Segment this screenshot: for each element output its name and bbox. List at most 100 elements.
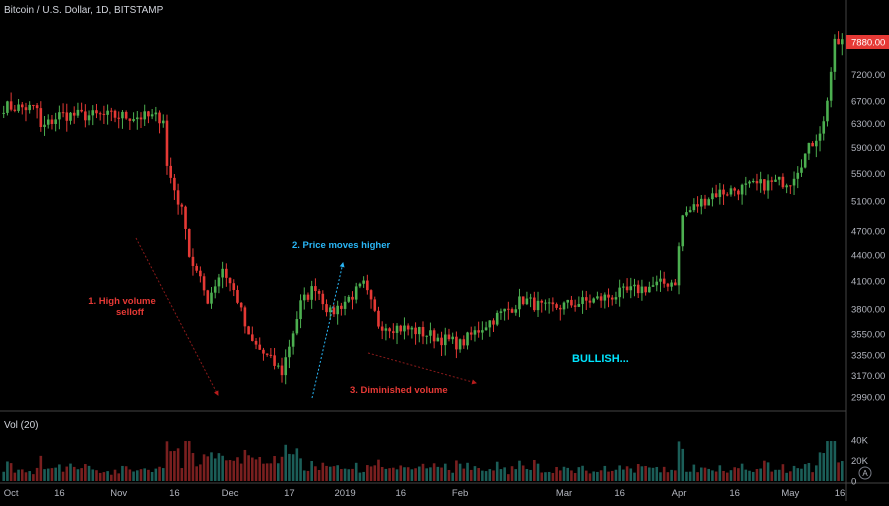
candle	[840, 33, 844, 56]
candle-body	[484, 327, 488, 331]
price-tick-label: 3350.00	[851, 351, 885, 362]
candle	[24, 102, 28, 122]
candle-body	[154, 112, 158, 115]
volume-bar	[213, 458, 217, 481]
candles-layer	[2, 31, 844, 385]
candle	[210, 286, 213, 309]
volume-bar	[462, 468, 466, 481]
candle-body	[325, 304, 328, 313]
candle	[570, 295, 573, 308]
candle-body	[737, 190, 740, 195]
volume-bar	[603, 465, 607, 481]
volume-bar	[466, 462, 469, 481]
candle-body	[388, 328, 391, 332]
candle-body	[488, 320, 492, 328]
candle	[251, 326, 254, 342]
volume-bar	[417, 466, 421, 481]
volume-bar	[310, 461, 313, 481]
volume-bar	[158, 466, 161, 481]
volume-bar	[759, 468, 762, 481]
volume-bar	[525, 469, 529, 481]
candle	[262, 347, 265, 361]
volume-bar	[388, 468, 391, 481]
volume-bar	[39, 455, 43, 481]
candle-body	[581, 297, 584, 304]
candle-body	[699, 198, 703, 207]
candle-body	[161, 120, 165, 124]
candle-body	[458, 339, 462, 350]
candle	[46, 114, 50, 129]
candle	[536, 291, 540, 317]
candle	[629, 277, 633, 299]
volume-bar	[76, 469, 80, 481]
auto-scale-label[interactable]: A	[862, 469, 868, 478]
volume-axis[interactable]: 40K 20K 0	[851, 436, 869, 488]
candle	[406, 323, 410, 336]
candle-body	[76, 109, 80, 116]
candle	[317, 289, 321, 301]
time-tick-label: Oct	[4, 488, 19, 499]
candle	[128, 118, 132, 130]
candle-body	[514, 309, 518, 313]
candle	[269, 348, 273, 359]
candle	[176, 183, 180, 215]
volume-bar	[150, 472, 154, 481]
candle	[555, 302, 558, 310]
candle-body	[618, 287, 621, 298]
candle-body	[429, 330, 432, 336]
candle	[336, 300, 339, 325]
volume-bar	[6, 461, 9, 481]
candle	[711, 187, 714, 207]
annotation-a3: 3. Diminished volume	[350, 385, 448, 396]
candle	[718, 183, 722, 205]
volume-bar	[406, 467, 410, 481]
price-axis[interactable]: 2990.00 3170.00 3350.00 3550.00 3800.00 4100.…	[851, 70, 885, 403]
volume-bar	[258, 456, 262, 481]
volume-bar	[135, 470, 139, 481]
volume-bar	[13, 472, 17, 481]
candle	[384, 323, 388, 341]
candle-body	[336, 305, 339, 315]
volume-bar	[165, 441, 169, 481]
rally-arrow	[311, 262, 345, 399]
candle	[469, 326, 473, 341]
candle-body	[566, 299, 570, 303]
candle-body	[117, 117, 121, 119]
price-tick-label: 5100.00	[851, 196, 885, 207]
candle-body	[558, 307, 562, 310]
volume-bar	[729, 470, 733, 481]
volume-bar	[481, 470, 484, 481]
auto-scale-button[interactable]: A	[858, 466, 872, 480]
candle-body	[351, 296, 354, 300]
candle	[191, 248, 195, 276]
price-badge-bg	[846, 35, 889, 49]
volume-bar	[184, 441, 187, 481]
candle-body	[95, 110, 98, 114]
volume-bar	[703, 467, 707, 481]
volume-bar	[677, 441, 681, 481]
volume-bar	[429, 467, 432, 481]
candle	[733, 186, 736, 197]
candle-body	[562, 302, 566, 310]
annotation-a1: selloff	[116, 307, 145, 318]
candle-body	[265, 353, 269, 355]
volume-bar	[610, 470, 614, 481]
volume-bar	[314, 466, 317, 481]
time-axis[interactable]: Oct 16 Nov 16 Dec 17 2019 16 Feb Mar 16 Apr 16 May 16	[4, 488, 846, 499]
candle-body	[239, 302, 243, 308]
candle	[744, 176, 748, 196]
auto-scale-circle[interactable]	[858, 466, 872, 480]
volume-bar	[577, 467, 581, 481]
volume-bar	[369, 466, 373, 481]
volume-bar	[210, 452, 213, 481]
volume-bar	[124, 466, 128, 481]
candle	[740, 183, 744, 205]
candle-body	[443, 334, 447, 346]
candle	[106, 104, 109, 125]
candle-body	[744, 183, 748, 185]
candle-body	[50, 119, 54, 124]
candle	[566, 299, 570, 309]
candle	[102, 105, 106, 125]
candle-body	[807, 142, 811, 154]
